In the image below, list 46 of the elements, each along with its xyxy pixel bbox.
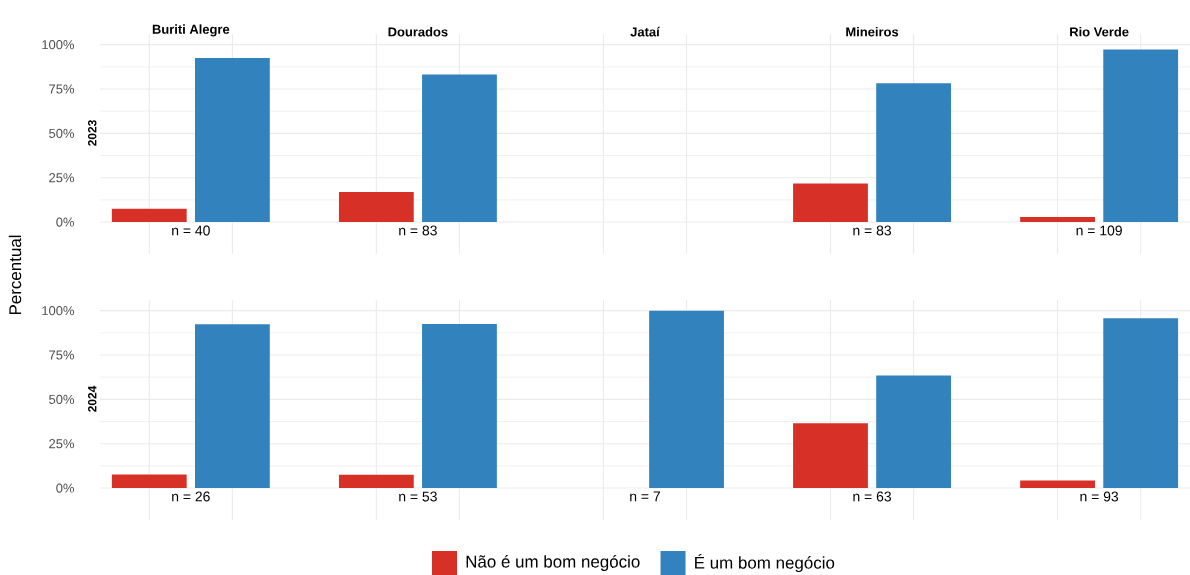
annotation: n = 83	[399, 225, 437, 236]
legend-label: Não é um bom negócio	[466, 555, 640, 571]
x-tick-label: Jataí	[630, 26, 661, 37]
bar	[1020, 480, 1095, 489]
y-tick-label: 25%	[49, 173, 75, 183]
x-tick-label: Mineiros	[846, 26, 899, 37]
bar	[422, 74, 497, 223]
y-tick-label: 100%	[42, 40, 75, 50]
y-tick-label: 0%	[56, 483, 75, 493]
text: Percentual	[8, 235, 22, 315]
annotation: n = 53	[399, 491, 437, 502]
y-tick-label: 75%	[49, 84, 75, 94]
bar	[1103, 318, 1179, 489]
bar	[793, 423, 868, 489]
annotation: n = 83	[853, 225, 891, 236]
bar	[111, 474, 187, 489]
y-axis-title: 2023	[88, 120, 97, 146]
bar	[876, 83, 951, 223]
bar	[793, 183, 868, 223]
bar	[876, 375, 951, 489]
y-tick-label: 75%	[49, 350, 75, 360]
bar	[649, 310, 724, 489]
annotation: n = 40	[172, 225, 210, 236]
bar	[338, 192, 414, 223]
annotation: n = 26	[172, 491, 210, 502]
x-tick-label: Buriti Alegre	[152, 24, 230, 37]
bar	[338, 474, 414, 489]
bar	[422, 323, 497, 489]
annotation: n = 93	[1080, 491, 1119, 502]
x-tick-label: Rio Verde	[1070, 26, 1129, 37]
y-tick-label: 0%	[56, 217, 75, 227]
bar	[194, 324, 270, 489]
bar	[1020, 217, 1095, 223]
y-tick-label: 50%	[49, 128, 75, 138]
y-tick-label: 50%	[49, 394, 75, 404]
bar	[194, 57, 270, 223]
legend-label: É um bom negócio	[695, 553, 835, 573]
bar	[1103, 49, 1179, 223]
x-tick-label: Dourados	[388, 26, 448, 37]
y-axis-title: 2024	[88, 385, 97, 412]
annotation: n = 7	[630, 491, 660, 502]
annotation: n = 63	[853, 491, 891, 502]
bar	[111, 208, 187, 223]
y-tick-label: 25%	[49, 439, 75, 449]
y-tick-label: 100%	[42, 306, 75, 316]
annotation: n = 109	[1076, 225, 1122, 236]
